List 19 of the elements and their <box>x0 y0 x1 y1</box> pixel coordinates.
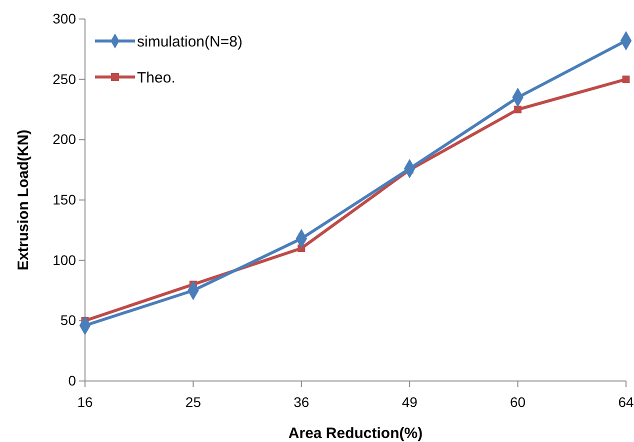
x-tick-label: 49 <box>402 394 418 410</box>
y-axis-title: Extrusion Load(KN) <box>15 130 32 270</box>
x-tick-label: 64 <box>618 394 634 410</box>
y-tick-label: 0 <box>68 372 76 388</box>
y-tick-label: 300 <box>52 10 76 26</box>
point <box>514 106 522 114</box>
y-tick-label: 150 <box>52 191 76 208</box>
y-tick-label: 200 <box>52 131 76 148</box>
x-tick-label: 36 <box>294 394 310 410</box>
legend-label: simulation(N=8) <box>137 33 242 50</box>
y-tick-label: 50 <box>60 312 76 328</box>
x-tick-label: 16 <box>77 394 93 410</box>
y-tick-label: 250 <box>52 70 76 87</box>
x-tick-label: 25 <box>185 394 202 410</box>
legend-label: Theo. <box>137 69 176 86</box>
x-axis-title: Area Reduction(%) <box>288 425 423 442</box>
point <box>622 76 630 84</box>
y-tick-label: 100 <box>52 252 76 268</box>
x-tick-label: 60 <box>510 394 526 410</box>
